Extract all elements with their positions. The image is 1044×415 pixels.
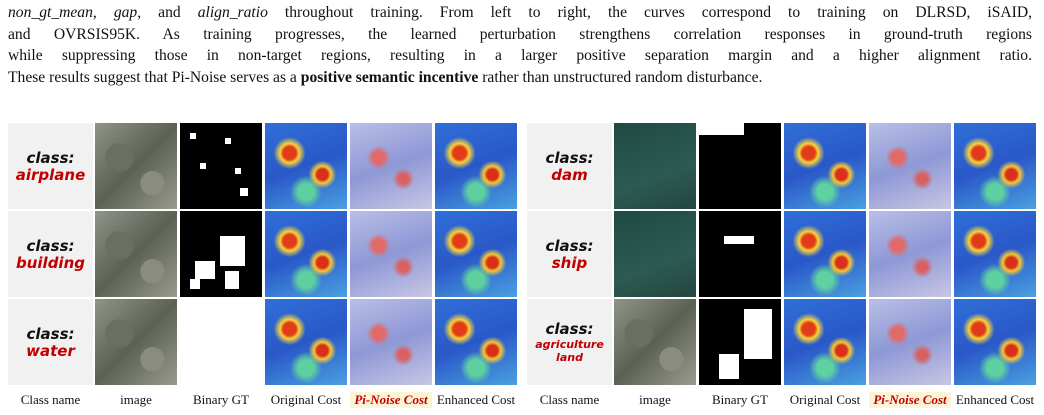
text-run: align_ratio [197, 4, 268, 21]
enhanced-cost-map [435, 299, 517, 385]
column-label: image [639, 392, 671, 407]
text-line: non_gt_mean, gap, and align_ratio throug… [8, 2, 1032, 24]
gt-region [215, 329, 219, 369]
binary-gt [699, 123, 781, 209]
pi-noise-cost-map [869, 299, 951, 385]
gt-region [220, 236, 245, 266]
original-cost-map [265, 299, 347, 385]
binary-gt [699, 211, 781, 297]
column-label: Binary GT [712, 392, 768, 407]
column-label: Original Cost [789, 392, 861, 407]
column-label: Original Cost [270, 392, 342, 407]
pi-noise-cost-map [350, 299, 432, 385]
class-label: class: ship [527, 211, 612, 297]
class-name: ship [551, 254, 588, 272]
gt-region [699, 123, 744, 135]
pi-noise-cost-map [869, 211, 951, 297]
original-cost-map [784, 299, 866, 385]
gt-region [190, 133, 196, 139]
class-name: water [26, 342, 75, 360]
column-label: Pi-Noise Cost [350, 392, 432, 408]
column-label: Binary GT [193, 392, 249, 407]
class-label: class: building [8, 211, 93, 297]
text-run: , and [137, 4, 198, 21]
binary-gt [180, 211, 262, 297]
gt-region [225, 271, 239, 289]
class-prefix: class: [26, 325, 75, 343]
original-cost-map [784, 123, 866, 209]
text-run: non_gt_mean [8, 4, 93, 21]
gt-region [719, 354, 739, 379]
gt-region [744, 309, 772, 359]
text-run: These results suggest that Pi-Noise serv… [8, 68, 301, 86]
input-image [95, 211, 177, 297]
gt-region [190, 279, 200, 289]
text-run: gap [113, 4, 138, 21]
class-name: dam [551, 166, 588, 184]
text-run: throughout training. From left to right,… [267, 4, 1033, 21]
column-label: Class name [539, 392, 600, 407]
class-label: class: water [8, 299, 93, 385]
binary-gt [180, 123, 262, 209]
class-name: airplane [15, 166, 86, 184]
gt-region [235, 168, 241, 174]
class-name: building [16, 254, 85, 272]
pi-noise-cost-map [869, 123, 951, 209]
input-image [614, 211, 696, 297]
pi-noise-cost-map [350, 123, 432, 209]
input-image [614, 123, 696, 209]
class-label: class: dam [527, 123, 612, 209]
class-prefix: class: [545, 320, 594, 338]
binary-gt [180, 299, 262, 385]
pi-noise-cost-map [350, 211, 432, 297]
enhanced-cost-map [435, 123, 517, 209]
text-run: rather than unstructured random disturba… [478, 68, 763, 86]
gt-region [200, 163, 206, 169]
class-label: class: agriculture land [527, 299, 612, 385]
column-label: Pi-Noise Cost [869, 392, 951, 408]
gt-region [225, 138, 231, 144]
gt-region [724, 236, 754, 244]
text-run: , [92, 4, 114, 21]
class-prefix: class: [545, 237, 594, 255]
caption-paragraph: non_gt_mean, gap, and align_ratio throug… [8, 2, 1032, 88]
class-prefix: class: [545, 149, 594, 167]
input-image [95, 299, 177, 385]
class-label: class: airplane [8, 123, 93, 209]
original-cost-map [784, 211, 866, 297]
enhanced-cost-map [954, 211, 1036, 297]
input-image [614, 299, 696, 385]
class-prefix: class: [26, 237, 75, 255]
enhanced-cost-map [435, 211, 517, 297]
text-line: and OVRSIS95K. As training progresses, t… [8, 24, 1032, 46]
column-label: Enhanced Cost [955, 392, 1035, 407]
text-line: while suppressing those in non-target re… [8, 45, 1032, 67]
text-run: while suppressing those in non-target re… [8, 47, 1032, 64]
input-image [95, 123, 177, 209]
original-cost-map [265, 211, 347, 297]
enhanced-cost-map [954, 123, 1036, 209]
text-run: and OVRSIS95K. As training progresses, t… [8, 25, 1032, 43]
column-label: Class name [20, 392, 81, 407]
enhanced-cost-map [954, 299, 1036, 385]
class-prefix: class: [26, 149, 75, 167]
column-label: Enhanced Cost [436, 392, 516, 407]
text-run: positive semantic incentive [300, 68, 479, 86]
gt-region [240, 188, 248, 196]
original-cost-map [265, 123, 347, 209]
text-line: These results suggest that Pi-Noise serv… [8, 67, 1032, 89]
binary-gt [699, 299, 781, 385]
gt-region [195, 261, 215, 279]
column-label: image [120, 392, 152, 407]
class-name: agriculture land [535, 338, 604, 364]
